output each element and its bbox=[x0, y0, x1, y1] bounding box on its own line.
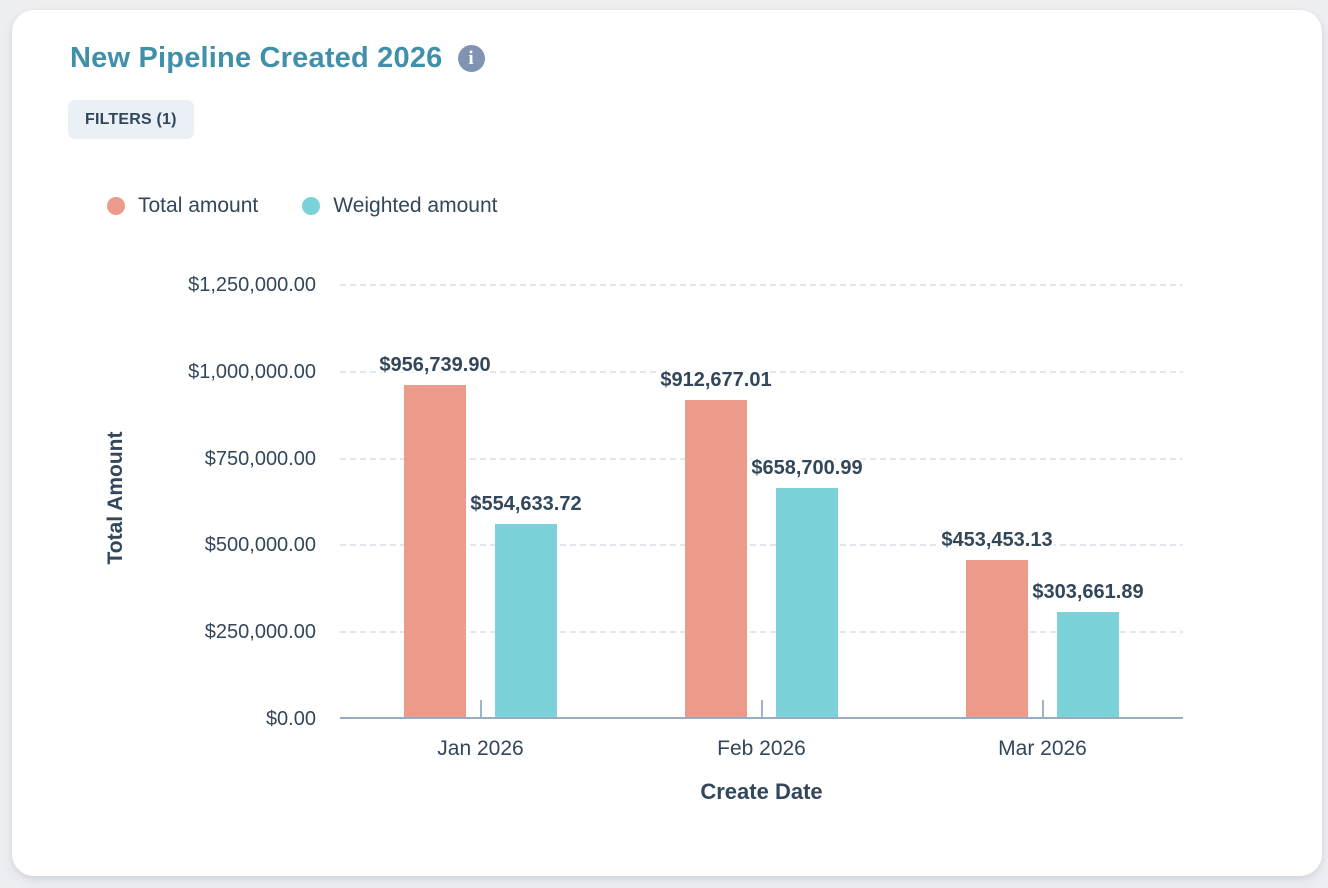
y-tick-label: $1,250,000.00 bbox=[188, 274, 316, 296]
category-tick bbox=[760, 700, 763, 717]
y-tick-label: $500,000.00 bbox=[204, 534, 316, 557]
gridline bbox=[340, 631, 1183, 634]
chart-legend: Total amount Weighted amount bbox=[107, 194, 497, 218]
bar-value-label: $956,739.90 bbox=[379, 354, 491, 376]
report-card: New Pipeline Created 2026 i FILTERS (1) … bbox=[12, 10, 1322, 876]
weighted-amount-dot-icon bbox=[302, 197, 321, 215]
bar-value-label: $912,677.01 bbox=[660, 369, 772, 391]
bar-value-label: $554,633.72 bbox=[470, 493, 582, 515]
y-tick-label: $750,000.00 bbox=[204, 447, 316, 470]
y-tick-label: $0.00 bbox=[265, 708, 316, 730]
report-header: New Pipeline Created 2026 i bbox=[70, 42, 485, 75]
bar-value-label: $303,661.89 bbox=[1032, 581, 1144, 603]
bar-weighted-amount-feb-2026[interactable] bbox=[776, 488, 838, 717]
bar-total-amount-mar-2026[interactable] bbox=[966, 560, 1028, 717]
gridline bbox=[340, 457, 1183, 460]
total-amount-dot-icon bbox=[107, 197, 125, 215]
category-tick bbox=[1041, 700, 1044, 717]
category-tick bbox=[479, 700, 482, 717]
legend-item-total-amount[interactable]: Total amount bbox=[107, 194, 258, 218]
bar-value-label: $658,700.99 bbox=[751, 457, 863, 479]
filters-button[interactable]: FILTERS (1) bbox=[68, 100, 194, 139]
x-axis-title: Create Date bbox=[700, 779, 823, 804]
bar-weighted-amount-mar-2026[interactable] bbox=[1057, 612, 1119, 717]
x-tick-label: Feb 2026 bbox=[717, 737, 806, 760]
legend-label: Total amount bbox=[138, 194, 259, 217]
y-axis-tick-labels: $0.00 $250,000.00 $500,000.00 $750,000.00 $1… bbox=[92, 274, 316, 730]
gridline bbox=[340, 544, 1183, 547]
gridline bbox=[340, 370, 1183, 373]
legend-item-weighted-amount[interactable]: Weighted amount bbox=[302, 194, 497, 218]
plot-area: Jan 2026 $956,739.90 $554,633.72 Feb 2026 $9… bbox=[340, 284, 1183, 760]
report-title[interactable]: New Pipeline Created 2026 bbox=[70, 42, 443, 74]
bar-weighted-amount-jan-2026[interactable] bbox=[495, 524, 557, 717]
bar-total-amount-jan-2026[interactable] bbox=[404, 385, 466, 717]
x-tick-label: Jan 2026 bbox=[437, 737, 524, 760]
bar-total-amount-feb-2026[interactable] bbox=[685, 400, 747, 717]
gridline bbox=[340, 284, 1183, 286]
info-icon[interactable]: i bbox=[457, 45, 485, 72]
y-tick-label: $1,000,000.00 bbox=[188, 360, 316, 383]
x-tick-label: Mar 2026 bbox=[998, 737, 1087, 760]
legend-label: Weighted amount bbox=[333, 194, 498, 217]
bar-value-label: $453,453.13 bbox=[941, 529, 1053, 551]
y-tick-label: $250,000.00 bbox=[204, 621, 316, 644]
